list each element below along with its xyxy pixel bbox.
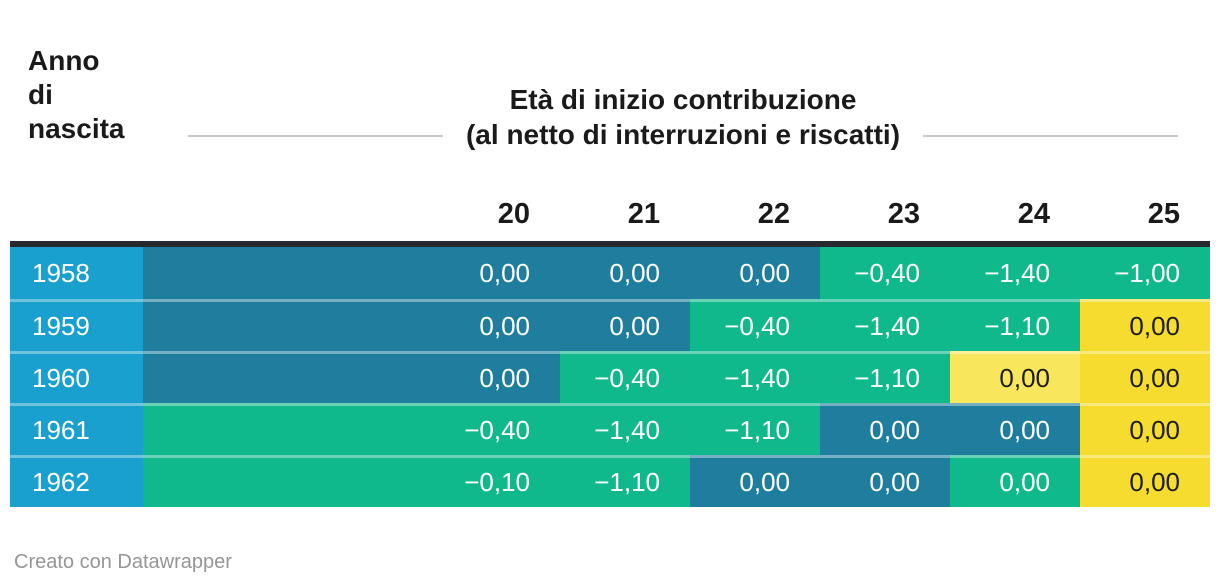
column-header-23: 23 — [820, 172, 950, 247]
cell-1960-22: −1,40 — [690, 351, 820, 403]
cell-1959-21: 0,00 — [560, 299, 690, 351]
cell-1962-25: 0,00 — [1080, 455, 1210, 507]
cell-1960-20: 0,00 — [143, 351, 560, 403]
cell-1958-24: −1,40 — [950, 247, 1080, 299]
cell-1959-24: −1,10 — [950, 299, 1080, 351]
row-label-1959: 1959 — [10, 299, 143, 351]
cell-1961-23: 0,00 — [820, 403, 950, 455]
cell-1962-22: 0,00 — [690, 455, 820, 507]
row-label-1961: 1961 — [10, 403, 143, 455]
cell-1959-22: −0,40 — [690, 299, 820, 351]
table-row-1962: 1962 −0,10 −1,10 0,00 0,00 0,00 0,00 — [10, 455, 1210, 507]
cell-1960-24: 0,00 — [950, 351, 1080, 403]
row-label-1958: 1958 — [10, 247, 143, 299]
right-rule — [923, 135, 1179, 137]
cell-1958-25: −1,00 — [1080, 247, 1210, 299]
cell-1959-23: −1,40 — [820, 299, 950, 351]
left-rule — [188, 135, 443, 137]
column-group-title-line1: Età di inizio contribuzione — [509, 84, 857, 115]
column-group-title: Età di inizio contribuzione (al netto di… — [466, 82, 900, 152]
datawrapper-credit: Creato con Datawrapper — [14, 551, 232, 573]
column-header-25: 25 — [1080, 172, 1210, 247]
column-headers: 20 21 22 23 24 25 — [10, 172, 1210, 247]
corner-cell — [10, 172, 143, 247]
row-label-1960: 1960 — [10, 351, 143, 403]
column-header-24: 24 — [950, 172, 1080, 247]
column-header-21: 21 — [560, 172, 690, 247]
cell-1961-21: −1,40 — [560, 403, 690, 455]
column-header-20: 20 — [143, 172, 560, 247]
cell-1959-20: 0,00 — [143, 299, 560, 351]
cell-1959-25: 0,00 — [1080, 299, 1210, 351]
column-header-22: 22 — [690, 172, 820, 247]
table-row-1961: 1961 −0,40 −1,40 −1,10 0,00 0,00 0,00 — [10, 403, 1210, 455]
column-header-row: 20 21 22 23 24 25 — [10, 172, 1210, 247]
heatmap-table: 20 21 22 23 24 25 1958 0,00 0,00 0,00 −0,40 −1,40−… — [10, 172, 1210, 507]
column-group-header: Età di inizio contribuzione (al netto di… — [188, 82, 1179, 152]
table-row-1960: 1960 0,00 −0,40 −1,40 −1,10 0,00 0,00 — [10, 351, 1210, 403]
table-row-1959: 1959 0,00 0,00 −0,40 −1,40 −1,10 0,00 — [10, 299, 1210, 351]
cell-1962-23: 0,00 — [820, 455, 950, 507]
cell-1960-23: −1,10 — [820, 351, 950, 403]
cell-1960-21: −0,40 — [560, 351, 690, 403]
cell-1962-21: −1,10 — [560, 455, 690, 507]
cell-1962-24: 0,00 — [950, 455, 1080, 507]
cell-1961-25: 0,00 — [1080, 403, 1210, 455]
cell-1958-23: −0,40 — [820, 247, 950, 299]
cell-1958-20: 0,00 — [143, 247, 560, 299]
cell-1958-22: 0,00 — [690, 247, 820, 299]
cell-1958-21: 0,00 — [560, 247, 690, 299]
table-row-1958: 1958 0,00 0,00 0,00 −0,40 −1,40 −1,00 — [10, 247, 1210, 299]
column-group-title-line2: (al netto di interruzioni e riscatti) — [465, 119, 901, 150]
table-header: Anno di nascita Età di inizio contribuzi… — [0, 0, 1220, 172]
cell-1960-25: 0,00 — [1080, 351, 1210, 403]
table-body: 1958 0,00 0,00 0,00 −0,40 −1,40 −1,00 1959 0,00 0… — [10, 247, 1210, 507]
row-group-title: Anno di nascita — [28, 45, 125, 144]
cell-1962-20: −0,10 — [143, 455, 560, 507]
cell-1961-24: 0,00 — [950, 403, 1080, 455]
cell-1961-20: −0,40 — [143, 403, 560, 455]
cell-1961-22: −1,10 — [690, 403, 820, 455]
row-label-1962: 1962 — [10, 455, 143, 507]
